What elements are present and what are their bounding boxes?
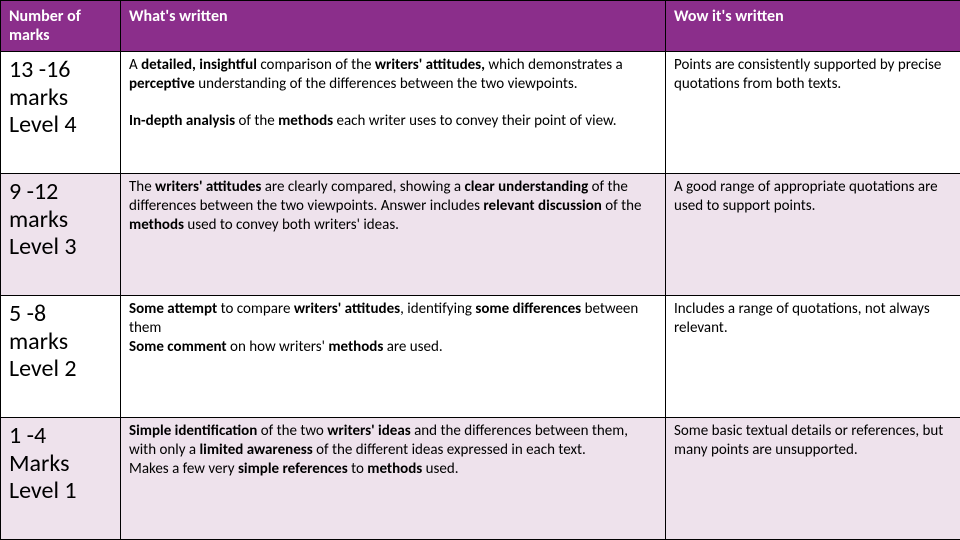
marks-range: 13 -16 [9,55,70,84]
what-cell: Some attempt to compare writers' attitud… [121,296,666,418]
level-1-row: 1 -4 Marks Level 1 Simple identification… [1,418,960,540]
marks-range: 5 -8 [9,299,46,328]
marks-range: 1 -4 [9,421,46,450]
wow-cell: Some basic textual details or references… [666,418,960,540]
header-wow: Wow it's written [666,1,960,52]
wow-cell: Includes a range of quotations, not alwa… [666,296,960,418]
marks-cell: 9 -12 marks Level 3 [1,174,121,296]
level-2-row: 5 -8 marks Level 2 Some attempt to compa… [1,296,960,418]
header-row: Number of marks What's written Wow it's … [1,1,960,52]
marks-cell: 1 -4 Marks Level 1 [1,418,121,540]
marks-cell: 5 -8 marks Level 2 [1,296,121,418]
marks-word: marks [9,83,68,112]
wow-cell: A good range of appropriate quotations a… [666,174,960,296]
header-marks: Number of marks [1,1,121,52]
level-label: Level 4 [9,110,77,139]
level-4-row: 13 -16 marks Level 4 A detailed, insight… [1,52,960,174]
level-label: Level 3 [9,232,77,261]
marks-word: marks [9,205,68,234]
level-label: Level 2 [9,354,77,383]
header-what: What's written [121,1,666,52]
marking-rubric-table: Number of marks What's written Wow it's … [0,0,960,540]
marks-word: Marks [9,449,69,478]
marks-word: marks [9,327,68,356]
level-label: Level 1 [9,476,77,505]
what-cell: The writers' attitudes are clearly compa… [121,174,666,296]
marks-cell: 13 -16 marks Level 4 [1,52,121,174]
wow-cell: Points are consistently supported by pre… [666,52,960,174]
level-3-row: 9 -12 marks Level 3 The writers' attitud… [1,174,960,296]
marks-range: 9 -12 [9,177,58,206]
what-cell: A detailed, insightful comparison of the… [121,52,666,174]
what-cell: Simple identification of the two writers… [121,418,666,540]
